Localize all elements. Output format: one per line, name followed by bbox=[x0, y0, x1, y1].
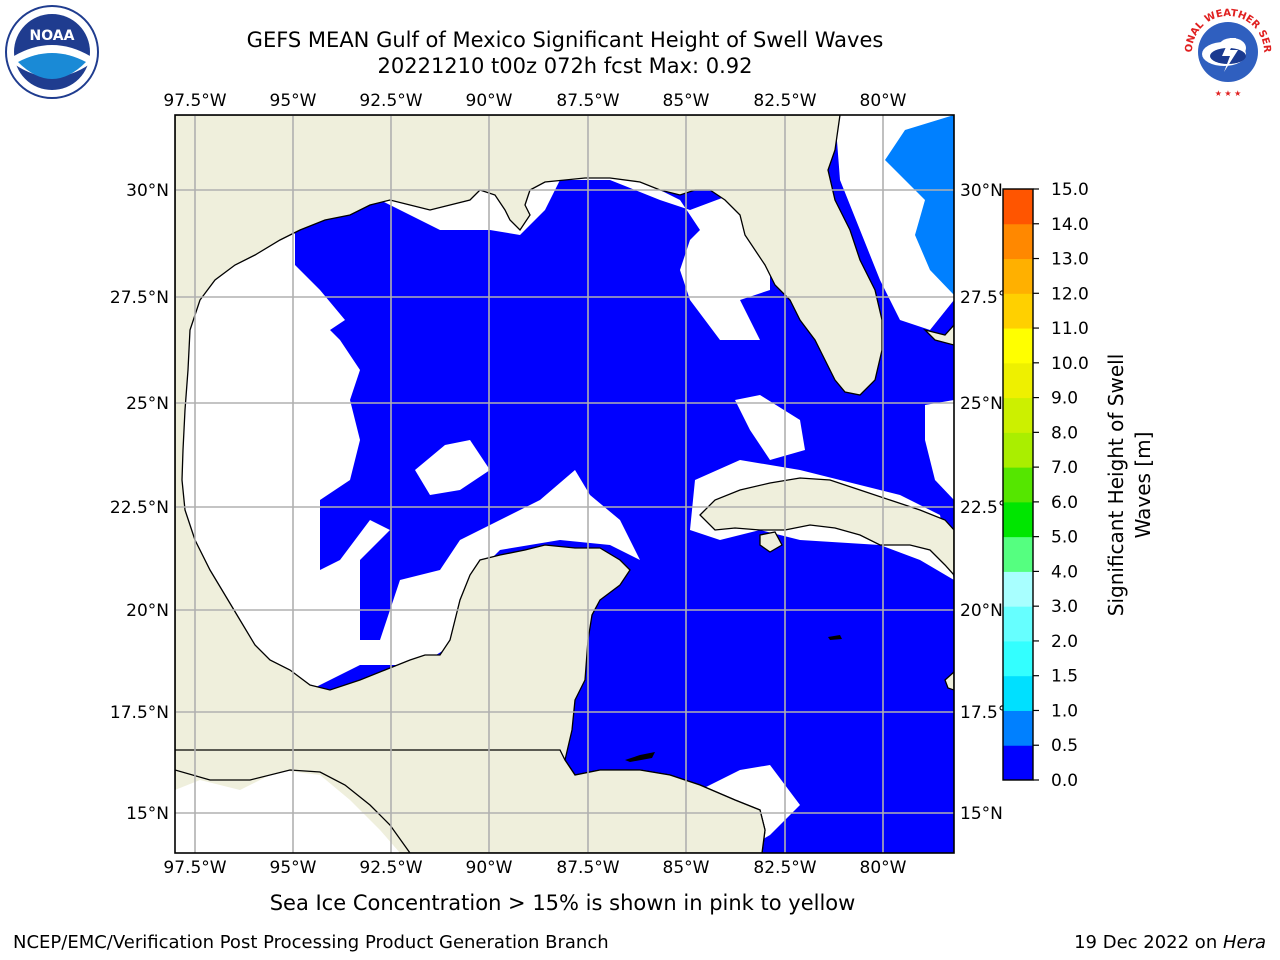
colorbar-segment bbox=[1003, 467, 1033, 503]
lon-label: 97.5°W bbox=[163, 91, 226, 111]
map-frame bbox=[174, 114, 955, 854]
lat-labels-left: 30°N 27.5°N 25°N 22.5°N 20°N 17.5°N 15°N bbox=[110, 181, 169, 824]
colorbar-segment bbox=[1003, 710, 1033, 746]
lon-label: 80°W bbox=[860, 91, 907, 111]
colorbar bbox=[1002, 188, 1034, 781]
lon-label: 90°W bbox=[466, 91, 513, 111]
land-bahamas bbox=[922, 324, 954, 346]
lon-label: 92.5°W bbox=[359, 858, 422, 878]
footer-date: 19 Dec 2022 on Hera bbox=[1074, 932, 1266, 953]
colorbar-tick-label: 6.0 bbox=[1051, 493, 1078, 513]
lon-label: 82.5°W bbox=[753, 91, 816, 111]
map-graticule bbox=[175, 115, 954, 853]
colorbar-tick-label: 1.0 bbox=[1051, 701, 1078, 721]
lon-label: 95°W bbox=[270, 858, 317, 878]
colorbar-segment bbox=[1003, 536, 1033, 572]
colorbar-segment bbox=[1003, 606, 1033, 642]
lat-label: 17.5°N bbox=[110, 703, 169, 723]
colorbar-segment bbox=[1003, 328, 1033, 364]
colorbar-segment bbox=[1003, 501, 1033, 538]
lat-label: 30°N bbox=[960, 181, 1003, 201]
colorbar-segment bbox=[1003, 223, 1033, 260]
lon-label: 92.5°W bbox=[359, 91, 422, 111]
lon-label: 85°W bbox=[663, 91, 710, 111]
lon-label: 90°W bbox=[466, 858, 513, 878]
lon-label: 95°W bbox=[270, 91, 317, 111]
no-data-western-gulf bbox=[175, 115, 770, 853]
lon-label: 82.5°W bbox=[753, 858, 816, 878]
colorbar-tick-label: 2.0 bbox=[1051, 632, 1078, 652]
colorbar-tick-label: 10.0 bbox=[1051, 354, 1089, 374]
footer-credit: NCEP/EMC/Verification Post Processing Pr… bbox=[13, 932, 609, 953]
colorbar-tick-label: 12.0 bbox=[1051, 284, 1089, 304]
colorbar-tick-label: 1.5 bbox=[1051, 667, 1078, 687]
svg-text:★ ★ ★: ★ ★ ★ bbox=[1215, 89, 1242, 98]
chart-title: GEFS MEAN Gulf of Mexico Significant Hei… bbox=[246, 28, 884, 52]
lon-label: 87.5°W bbox=[556, 858, 619, 878]
colorbar-tick-label: 11.0 bbox=[1051, 319, 1089, 339]
footer-date-text: 19 Dec 2022 on bbox=[1074, 932, 1223, 953]
land-cuba bbox=[699, 477, 954, 576]
sea-ice-note: Sea Ice Concentration > 15% is shown in … bbox=[269, 891, 856, 915]
colorbar-frame bbox=[1002, 188, 1034, 781]
colorbar-segment bbox=[1003, 432, 1033, 468]
chart-subtitle: 20221210 t00z 072h fcst Max: 0.92 bbox=[377, 54, 753, 78]
no-data-eastern-patch bbox=[735, 395, 805, 460]
colorbar-tick-label: 15.0 bbox=[1051, 180, 1089, 200]
colorbar-segment bbox=[1003, 293, 1033, 329]
lon-label: 85°W bbox=[663, 858, 710, 878]
colorbar-segment bbox=[1003, 640, 1033, 677]
land-isle-of-youth bbox=[759, 531, 783, 553]
lon-label: 97.5°W bbox=[163, 858, 226, 878]
colorbar-label-line1: Significant Height of Swell bbox=[1104, 354, 1128, 616]
colorbar-tick-label: 7.0 bbox=[1051, 458, 1078, 478]
lat-label: 15°N bbox=[960, 804, 1003, 824]
colorbar-segment bbox=[1003, 571, 1033, 607]
colorbar-segment bbox=[1003, 745, 1033, 781]
swell-atlantic bbox=[885, 115, 954, 295]
lat-label: 20°N bbox=[126, 601, 169, 621]
land-jamaica bbox=[944, 671, 954, 691]
noaa-logo: NOAA bbox=[5, 5, 99, 99]
colorbar-tick-label: 8.0 bbox=[1051, 423, 1078, 443]
colorbar-tick-label: 9.0 bbox=[1051, 389, 1078, 409]
colorbar-segment bbox=[1003, 258, 1033, 294]
colorbar-tick-label: 0.0 bbox=[1051, 771, 1078, 791]
colorbar-tick-label: 3.0 bbox=[1051, 597, 1078, 617]
lat-label: 20°N bbox=[960, 601, 1003, 621]
colorbar-tick-label: 0.5 bbox=[1051, 736, 1078, 756]
land-central-america bbox=[175, 749, 766, 853]
colorbar-segment bbox=[1003, 397, 1033, 433]
lon-label: 87.5°W bbox=[556, 91, 619, 111]
lon-label: 80°W bbox=[860, 858, 907, 878]
lon-labels-bottom: 97.5°W 95°W 92.5°W 90°W 87.5°W 85°W 82.5… bbox=[163, 858, 906, 878]
lat-label: 27.5°N bbox=[110, 288, 169, 308]
colorbar-segment bbox=[1003, 675, 1033, 711]
land-cayman bbox=[828, 635, 842, 640]
colorbar-segment bbox=[1003, 189, 1033, 225]
noaa-logo-text: NOAA bbox=[30, 28, 75, 44]
lat-label: 22.5°N bbox=[110, 498, 169, 518]
colorbar-label-line2: Waves [m] bbox=[1131, 432, 1155, 539]
lat-label: 25°N bbox=[126, 394, 169, 414]
land-swan-islands bbox=[625, 752, 655, 762]
lat-label: 30°N bbox=[126, 181, 169, 201]
land-caribbean-lowlands bbox=[175, 770, 400, 853]
colorbar-segment bbox=[1003, 362, 1033, 399]
lat-label: 25°N bbox=[960, 394, 1003, 414]
colorbar-tick-label: 14.0 bbox=[1051, 215, 1089, 235]
nws-logo: NATIONAL WEATHER SERVICE ★ ★ ★ bbox=[1180, 4, 1274, 98]
colorbar-tick-label: 5.0 bbox=[1051, 528, 1078, 548]
no-data-central-patch bbox=[415, 440, 490, 495]
no-data-florida-straits bbox=[925, 400, 954, 500]
lat-label: 15°N bbox=[126, 804, 169, 824]
footer-host: Hera bbox=[1222, 932, 1266, 953]
colorbar-tick-label: 4.0 bbox=[1051, 562, 1078, 582]
colorbar-ticks: 0.0 0.5 1.0 1.5 2.0 3.0 4.0 5.0 6.0 7.0 8.0 9.0 10.0… bbox=[1033, 180, 1089, 791]
lon-labels-top: 97.5°W 95°W 92.5°W 90°W 87.5°W 85°W 82.5… bbox=[163, 91, 906, 111]
colorbar-tick-label: 13.0 bbox=[1051, 250, 1089, 270]
